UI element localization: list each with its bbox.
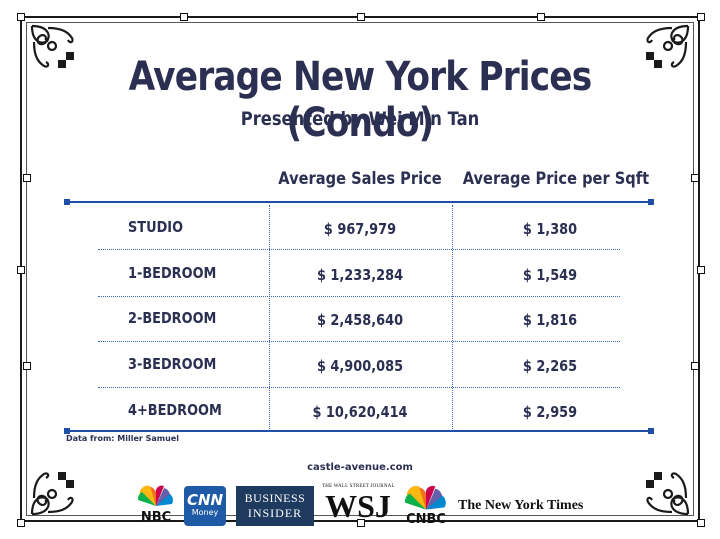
column-divider [269, 205, 270, 431]
frame-handle-t1[interactable] [180, 13, 188, 21]
insider-wordmark: INSIDER [247, 506, 303, 520]
price-per-sqft-cell: $ 1,816 [522, 311, 578, 329]
frame-handle-t2[interactable] [537, 13, 545, 21]
corner-ornament-icon [646, 472, 690, 516]
inner-frame [26, 22, 694, 516]
row-divider [98, 341, 620, 342]
table-bottom-rule [64, 428, 654, 434]
wsj-wordmark: WSJ [325, 488, 391, 524]
cnbc-wordmark: CNBC [406, 512, 446, 527]
resize-handle-bl[interactable] [17, 519, 25, 527]
media-logo-strip: NBC CNN Money BUSINESS INSIDER THE WALL … [0, 484, 720, 528]
business-insider-logo: BUSINESS INSIDER [236, 486, 314, 526]
resize-handle-tr[interactable] [697, 13, 705, 21]
sales-price-cell: $ 10,620,414 [312, 403, 408, 421]
column-divider [452, 205, 453, 431]
nbc-wordmark: NBC [140, 510, 172, 525]
resize-handle-tc[interactable] [357, 13, 365, 21]
frame-handle-l2[interactable] [23, 362, 31, 370]
resize-handle-ml[interactable] [17, 266, 25, 274]
sales-price-cell: $ 967,979 [323, 220, 397, 238]
price-per-sqft-cell: $ 1,380 [522, 220, 578, 238]
price-per-sqft-cell: $ 2,959 [522, 403, 578, 421]
price-per-sqft-cell: $ 2,265 [522, 357, 578, 375]
resize-handle-br[interactable] [697, 519, 705, 527]
cnbc-logo: CNBC [398, 484, 454, 528]
wsj-small-caption: THE WALL STREET JOURNAL [322, 484, 395, 489]
peacock-icon [137, 485, 173, 506]
nyt-wordmark: The New York Times [458, 498, 584, 513]
frame-handle-r1[interactable] [691, 174, 699, 182]
cnn-wordmark: CNN [186, 491, 224, 509]
sales-price-cell: $ 2,458,640 [316, 311, 404, 329]
frame-handle-l1[interactable] [23, 174, 31, 182]
nbc-logo: NBC [136, 484, 176, 528]
resize-handle-bc[interactable] [357, 519, 365, 527]
column-header-sales: Average Sales Price [278, 169, 442, 189]
row-label: 2-BEDROOM [128, 309, 217, 327]
resize-handle-mr[interactable] [697, 266, 705, 274]
nyt-logo: The New York Times [458, 498, 592, 518]
data-source-note: Data from: Miller Samuel [66, 434, 179, 443]
price-per-sqft-cell: $ 1,549 [522, 266, 578, 284]
page-title: Average New York Prices (Condo) [128, 54, 593, 146]
page-subtitle: Presented by Wei Min Tan [240, 108, 480, 130]
corner-ornament-icon [30, 472, 74, 516]
peacock-icon [404, 485, 446, 510]
row-label: STUDIO [128, 218, 184, 236]
column-header-sqft: Average Price per Sqft [462, 169, 650, 189]
corner-ornament-icon [646, 24, 690, 68]
cnn-money-logo: CNN Money [184, 486, 226, 526]
frame-handle-r2[interactable] [691, 362, 699, 370]
row-label: 3-BEDROOM [128, 355, 217, 373]
row-label: 1-BEDROOM [128, 264, 217, 282]
corner-ornament-icon [30, 24, 74, 68]
row-label: 4+BEDROOM [128, 401, 222, 419]
resize-handle-tl[interactable] [17, 13, 25, 21]
row-divider [98, 387, 620, 388]
money-wordmark: Money [191, 508, 219, 517]
row-divider [98, 296, 620, 297]
business-wordmark: BUSINESS [244, 491, 306, 505]
sales-price-cell: $ 4,900,085 [316, 357, 404, 375]
row-divider [98, 249, 620, 250]
table-top-rule [64, 199, 654, 205]
sales-price-cell: $ 1,233,284 [316, 266, 404, 284]
wsj-logo: THE WALL STREET JOURNAL WSJ [322, 484, 395, 528]
website-url: castle-avenue.com [307, 462, 413, 473]
